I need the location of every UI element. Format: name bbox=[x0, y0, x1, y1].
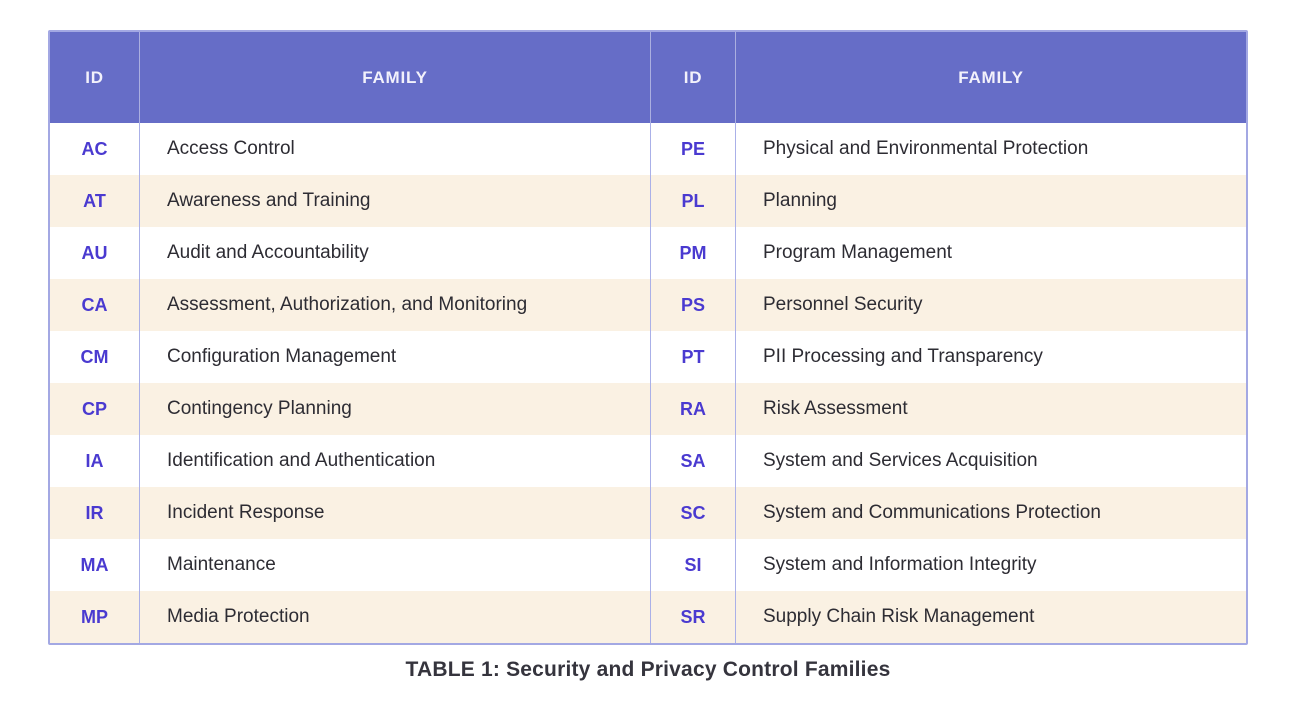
right-id-cell: PM bbox=[651, 227, 736, 279]
header-family-right: FAMILY bbox=[958, 67, 1024, 87]
left-id-cell: AC bbox=[50, 123, 140, 175]
right-id-cell: RA bbox=[651, 383, 736, 435]
right-id-cell: PS bbox=[651, 279, 736, 331]
left-family-cell: Configuration Management bbox=[140, 331, 651, 383]
header-id-left: ID bbox=[50, 32, 140, 123]
left-id-cell: IA bbox=[50, 435, 140, 487]
right-id-cell: PE bbox=[651, 123, 736, 175]
right-id-cell: SR bbox=[651, 591, 736, 643]
table-body: AC Access Control PE Physical and Enviro… bbox=[50, 123, 1246, 643]
right-id-cell: SA bbox=[651, 435, 736, 487]
right-family-cell: System and Communications Protection bbox=[763, 502, 1101, 523]
left-id-cell: AU bbox=[50, 227, 140, 279]
table-row: MP Media Protection SR Supply Chain Risk… bbox=[50, 591, 1246, 643]
table-row: AU Audit and Accountability PM Program M… bbox=[50, 227, 1246, 279]
left-id-cell: CA bbox=[50, 279, 140, 331]
left-family-cell: Audit and Accountability bbox=[140, 227, 651, 279]
left-id-cell: IR bbox=[50, 487, 140, 539]
table-header-row: ID FAMILY ID FAMILY bbox=[50, 32, 1246, 123]
table-row: MA Maintenance SI System and Information… bbox=[50, 539, 1246, 591]
right-family-cell: System and Services Acquisition bbox=[763, 450, 1038, 471]
right-family-cell: Planning bbox=[763, 190, 837, 211]
left-id-cell: CP bbox=[50, 383, 140, 435]
table-row: CP Contingency Planning RA Risk Assessme… bbox=[50, 383, 1246, 435]
right-family-cell: Physical and Environmental Protection bbox=[763, 138, 1089, 159]
table-row: IA Identification and Authentication SA … bbox=[50, 435, 1246, 487]
right-id-cell: SI bbox=[651, 539, 736, 591]
table-row: AC Access Control PE Physical and Enviro… bbox=[50, 123, 1246, 175]
left-id-cell: MA bbox=[50, 539, 140, 591]
left-family-cell: Access Control bbox=[140, 123, 651, 175]
left-family-cell: Contingency Planning bbox=[140, 383, 651, 435]
table-row: IR Incident Response SC System and Commu… bbox=[50, 487, 1246, 539]
table-row: AT Awareness and Training PL Planning bbox=[50, 175, 1246, 227]
left-family-cell: Maintenance bbox=[140, 539, 651, 591]
right-family-cell: Program Management bbox=[763, 242, 953, 263]
table-caption: TABLE 1: Security and Privacy Control Fa… bbox=[405, 658, 891, 681]
table-row: CA Assessment, Authorization, and Monito… bbox=[50, 279, 1246, 331]
right-family-cell: PII Processing and Transparency bbox=[763, 346, 1043, 367]
left-family-cell: Media Protection bbox=[140, 591, 651, 643]
left-family-cell: Awareness and Training bbox=[140, 175, 651, 227]
left-id-cell: AT bbox=[50, 175, 140, 227]
left-family-cell: Assessment, Authorization, and Monitorin… bbox=[140, 279, 651, 331]
right-family-cell: Risk Assessment bbox=[763, 398, 908, 419]
right-id-cell: SC bbox=[651, 487, 736, 539]
right-family-cell: System and Information Integrity bbox=[763, 554, 1037, 575]
control-families-table: ID FAMILY ID FAMILY AC Access Control PE… bbox=[48, 30, 1248, 645]
right-family-cell: Supply Chain Risk Management bbox=[763, 606, 1035, 627]
header-family-left: FAMILY bbox=[140, 32, 651, 123]
right-id-cell: PT bbox=[651, 331, 736, 383]
table-row: CM Configuration Management PT PII Proce… bbox=[50, 331, 1246, 383]
header-id-right: ID bbox=[651, 32, 736, 123]
right-family-cell: Personnel Security bbox=[763, 294, 923, 315]
right-id-cell: PL bbox=[651, 175, 736, 227]
left-family-cell: Identification and Authentication bbox=[140, 435, 651, 487]
left-id-cell: MP bbox=[50, 591, 140, 643]
left-id-cell: CM bbox=[50, 331, 140, 383]
left-family-cell: Incident Response bbox=[140, 487, 651, 539]
